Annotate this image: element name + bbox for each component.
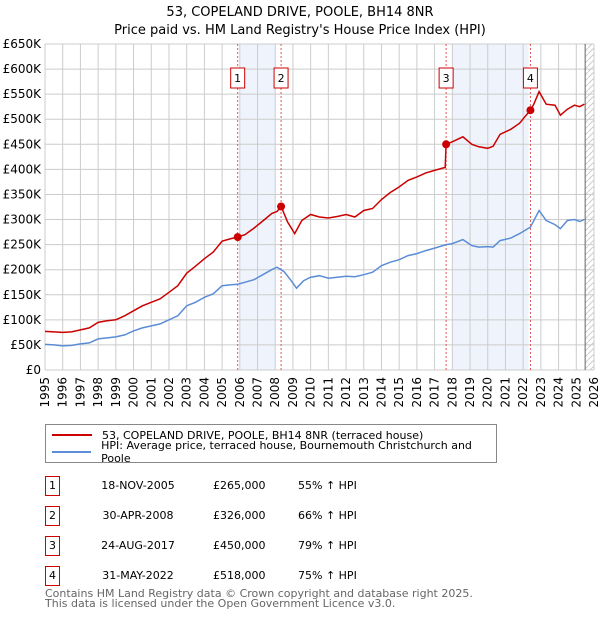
sale-marker-label: 2: [278, 72, 285, 85]
title-line-2: Price paid vs. HM Land Registry's House …: [114, 23, 486, 38]
y-tick-label: £150K: [3, 288, 43, 302]
legend-swatch-red: [52, 434, 92, 436]
x-tick-label: 2018: [445, 377, 459, 408]
y-tick-label: £100K: [3, 313, 43, 327]
sale-hpi-change: 66% ↑ HPI: [298, 509, 357, 522]
x-tick-label: 1998: [91, 377, 105, 408]
sale-point: [442, 140, 451, 149]
x-tick-label: 2005: [215, 377, 229, 408]
footer-line-1: Contains HM Land Registry data © Crown c…: [45, 587, 473, 600]
sale-row: 3 24-AUG-2017 £450,000 79% ↑ HPI: [45, 536, 445, 556]
sale-point: [277, 202, 286, 211]
plot-area: 1995 1996 1997 1998 1999 2000 2001 2002 2003 2004…: [3, 37, 600, 408]
x-tick-label: 2009: [286, 377, 300, 408]
y-tick-label: £500K: [3, 112, 43, 126]
x-tick-label: 2011: [321, 377, 335, 408]
sale-date: 24-AUG-2017: [101, 539, 175, 552]
y-tick-label: £550K: [3, 87, 43, 101]
sale-price: £326,000: [213, 509, 266, 522]
x-tick-label: 2002: [162, 377, 176, 408]
sale-hpi-change: 79% ↑ HPI: [298, 539, 357, 552]
y-tick-label: £300K: [3, 213, 43, 227]
legend-item-property: 53, COPELAND DRIVE, POOLE, BH14 8NR (ter…: [52, 427, 423, 443]
x-tick-label: 1996: [56, 377, 70, 408]
sale-hpi-change: 75% ↑ HPI: [298, 569, 357, 582]
sale-date: 31-MAY-2022: [102, 569, 174, 582]
sale-marker-box: [230, 67, 246, 89]
y-tick-label: £250K: [3, 238, 43, 252]
shaded-range: [452, 44, 529, 370]
y-tick-label: £200K: [3, 263, 43, 277]
sale-number: 2: [45, 506, 60, 526]
sale-number: 4: [45, 566, 60, 586]
sale-price: £265,000: [213, 479, 266, 492]
x-tick-label: 2026: [587, 377, 600, 408]
x-tick-label: 2014: [374, 377, 388, 408]
x-tick-label: 2001: [144, 377, 158, 408]
sale-marker-label: 4: [527, 72, 534, 85]
sale-price: £518,000: [213, 569, 266, 582]
x-tick-label: 2023: [534, 377, 548, 408]
x-tick-label: 2003: [180, 377, 194, 408]
x-tick-label: 2004: [197, 377, 211, 408]
x-tick-label: 2013: [357, 377, 371, 408]
legend-label: 53, COPELAND DRIVE, POOLE, BH14 8NR (ter…: [102, 428, 424, 442]
y-tick-label: £650K: [3, 37, 43, 51]
x-tick-label: 2017: [428, 377, 442, 408]
sale-price: £450,000: [213, 539, 266, 552]
x-tick-label: 2015: [392, 377, 406, 408]
sale-row: 1 18-NOV-2005 £265,000 55% ↑ HPI: [45, 476, 445, 496]
footer-line-2: This data is licensed under the Open Gov…: [45, 597, 396, 610]
sale-marker-box: [273, 67, 289, 89]
x-tick-label: 2016: [410, 377, 424, 408]
sale-row: 2 30-APR-2008 £326,000 66% ↑ HPI: [45, 506, 445, 526]
x-tick-label: 2007: [251, 377, 265, 408]
series-line: [44, 209, 585, 347]
sale-marker-box: [522, 67, 538, 89]
x-tick-label: 2012: [339, 377, 353, 408]
x-tick-label: 2024: [552, 377, 566, 408]
x-tick-label: 1999: [109, 377, 123, 408]
sale-marker-label: 3: [443, 72, 450, 85]
y-tick-label: £450K: [3, 137, 43, 151]
title-line-1: 53, COPELAND DRIVE, POOLE, BH14 8NR: [166, 5, 434, 20]
legend-swatch-blue: [52, 451, 92, 453]
future-hatch: [585, 44, 594, 370]
x-tick-label: 2000: [127, 377, 141, 408]
sale-date: 18-NOV-2005: [101, 479, 175, 492]
sale-number: 1: [45, 476, 60, 496]
x-tick-label: 2006: [233, 377, 247, 408]
y-tick-label: £400K: [3, 162, 43, 176]
x-tick-label: 2010: [304, 377, 318, 408]
y-tick-label: £0: [26, 363, 41, 377]
x-tick-label: 2020: [481, 377, 495, 408]
sale-point: [233, 233, 242, 242]
legend: 53, COPELAND DRIVE, POOLE, BH14 8NR (ter…: [45, 424, 497, 465]
y-tick-label: £350K: [3, 187, 43, 201]
x-tick-label: 2019: [463, 377, 477, 408]
sale-point: [526, 106, 535, 115]
x-tick-label: 2025: [569, 377, 583, 408]
legend-item-hpi: HPI: Average price, terraced house, Bour…: [52, 439, 496, 465]
sale-number: 3: [45, 536, 60, 556]
x-tick-label: 1995: [38, 377, 52, 408]
y-tick-label: £50K: [10, 338, 42, 352]
legend-label: HPI: Average price, terraced house, Bour…: [101, 439, 472, 465]
x-tick-label: 2021: [498, 377, 512, 408]
x-tick-label: 2022: [516, 377, 530, 408]
sale-marker-label: 1: [234, 72, 241, 85]
sale-date: 30-APR-2008: [102, 509, 174, 522]
footer: Contains HM Land Registry data © Crown c…: [45, 587, 473, 610]
y-tick-label: £600K: [3, 62, 43, 76]
sale-marker-box: [438, 67, 454, 89]
x-tick-label: 2008: [268, 377, 282, 408]
x-tick-label: 1997: [73, 377, 87, 408]
sale-hpi-change: 55% ↑ HPI: [298, 479, 357, 492]
series-line: [44, 89, 585, 334]
sale-row: 4 31-MAY-2022 £518,000 75% ↑ HPI: [45, 566, 445, 586]
chart-title: 53, COPELAND DRIVE, POOLE, BH14 8NR Pric…: [0, 4, 600, 40]
